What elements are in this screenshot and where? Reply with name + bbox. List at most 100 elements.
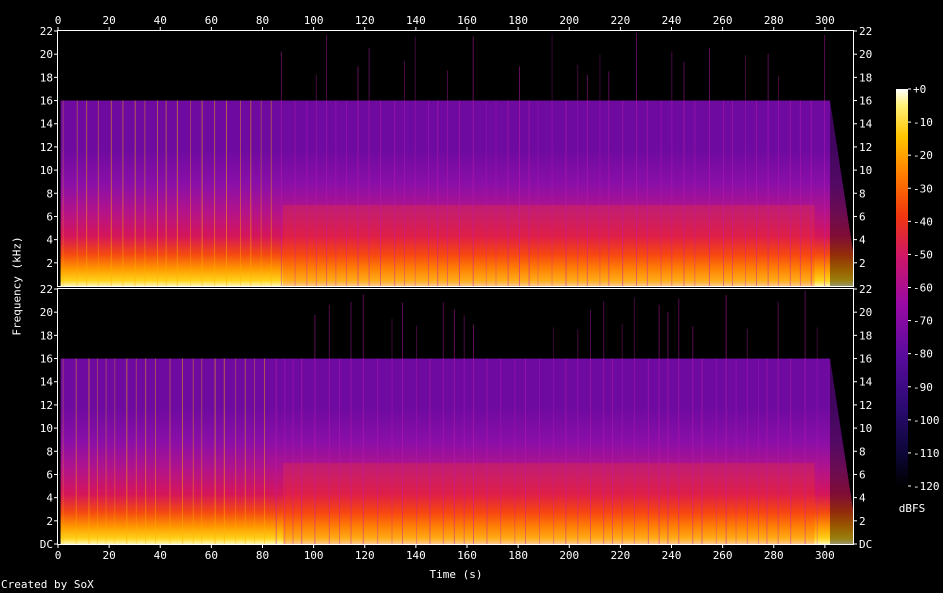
x-tick-label: 120 — [355, 549, 375, 562]
y-tick-label: 10 — [40, 422, 53, 435]
x-tick-label: 60 — [205, 549, 218, 562]
colorbar-tick-label: -60 — [913, 282, 933, 295]
x-tick-label: 180 — [508, 549, 528, 562]
colorbar-tick-label: -70 — [913, 315, 933, 328]
y-tick-label: 22 — [40, 283, 53, 296]
colorbar-tick-label: -80 — [913, 348, 933, 361]
colorbar-tick-label: -90 — [913, 381, 933, 394]
colorbar-tick-label: -110 — [913, 447, 940, 460]
y-tick-label: 18 — [40, 71, 53, 84]
y-tick-label: 6 — [859, 468, 866, 481]
y-tick-label: 10 — [859, 164, 872, 177]
spectrogram-energy-channel-1 — [60, 100, 830, 286]
x-tick-label: 280 — [764, 14, 784, 27]
x-tick-label: 220 — [610, 14, 630, 27]
x-tick-label: 40 — [154, 14, 167, 27]
y-tick-label: 14 — [40, 118, 54, 131]
x-tick-label: 180 — [508, 14, 528, 27]
colorbar-tick-label: -100 — [913, 414, 940, 427]
spectrogram-midband-highlight — [282, 204, 815, 286]
colorbar-tick-label: -30 — [913, 182, 933, 195]
x-tick-label: 0 — [55, 14, 62, 27]
y-tick-label: 2 — [859, 257, 866, 270]
y-tick-label: 14 — [40, 376, 54, 389]
x-tick-label: 260 — [713, 549, 733, 562]
x-tick-label: 100 — [304, 14, 324, 27]
colorbar — [896, 89, 908, 486]
y-tick-label: 6 — [859, 210, 866, 223]
y-tick-label: 8 — [46, 445, 53, 458]
y-tick-label: 6 — [46, 468, 53, 481]
x-tick-label: 140 — [406, 549, 426, 562]
x-tick-label: 0 — [55, 549, 62, 562]
y-tick-label: 18 — [859, 71, 872, 84]
colorbar-tick-label: -10 — [913, 116, 933, 129]
x-tick-label: 300 — [815, 549, 835, 562]
x-axis-title: Time (s) — [429, 568, 483, 581]
spectrogram-fadeout-tail — [829, 100, 853, 286]
y-tick-label: 18 — [40, 329, 53, 342]
x-tick-label: 100 — [304, 549, 324, 562]
y-tick-label: 4 — [46, 492, 53, 505]
x-tick-label: 40 — [154, 549, 167, 562]
y-tick-label: DC — [40, 538, 53, 551]
plot-frame-channel-1 — [57, 30, 854, 287]
spectrogram-midband-highlight — [282, 462, 815, 544]
x-tick-label: 220 — [610, 549, 630, 562]
colorbar-tick-label: -120 — [913, 480, 940, 493]
y-tick-label: 8 — [859, 187, 866, 200]
y-tick-label: 12 — [859, 399, 872, 412]
y-tick-label: 14 — [859, 118, 873, 131]
x-tick-label: 160 — [457, 14, 477, 27]
x-tick-label: 80 — [256, 549, 269, 562]
x-tick-label: 160 — [457, 549, 477, 562]
x-tick-label: 200 — [559, 549, 579, 562]
y-tick-label: DC — [859, 538, 872, 551]
y-tick-label: 10 — [40, 164, 53, 177]
colorbar-tick-label: -20 — [913, 149, 933, 162]
plot-frame-channel-2 — [57, 288, 854, 545]
y-tick-label: 18 — [859, 329, 872, 342]
y-tick-label: 2 — [859, 515, 866, 528]
colorbar-tick-label: -40 — [913, 215, 933, 228]
x-tick-label: 240 — [662, 14, 682, 27]
colorbar-label: dBFS — [898, 502, 926, 515]
y-tick-label: 14 — [859, 376, 873, 389]
x-tick-label: 200 — [559, 14, 579, 27]
y-tick-label: 16 — [40, 353, 53, 366]
y-tick-label: 20 — [40, 306, 53, 319]
y-tick-label: 10 — [859, 422, 872, 435]
y-tick-label: 22 — [859, 283, 872, 296]
y-tick-label: 2 — [46, 257, 53, 270]
y-tick-label: 22 — [40, 25, 53, 38]
x-tick-label: 280 — [764, 549, 784, 562]
x-tick-label: 140 — [406, 14, 426, 27]
y-tick-label: 8 — [859, 445, 866, 458]
y-tick-label: 16 — [859, 95, 872, 108]
y-tick-label: 12 — [859, 141, 872, 154]
y-tick-label: 4 — [859, 492, 866, 505]
colorbar-tick-label: -50 — [913, 248, 933, 261]
y-tick-label: 4 — [46, 234, 53, 247]
y-tick-label: 20 — [859, 306, 872, 319]
y-tick-label: 16 — [40, 95, 53, 108]
y-tick-label: 4 — [859, 234, 866, 247]
y-tick-label: 8 — [46, 187, 53, 200]
x-tick-label: 260 — [713, 14, 733, 27]
y-tick-label: 2 — [46, 515, 53, 528]
spectrogram-fadeout-tail — [829, 358, 853, 544]
x-tick-label: 300 — [815, 14, 835, 27]
y-tick-label: 22 — [859, 25, 872, 38]
colorbar-tick-label: +0 — [913, 83, 926, 96]
y-axis-title: Frequency (kHz) — [10, 236, 24, 336]
y-tick-label: 20 — [859, 48, 872, 61]
y-tick-label: 12 — [40, 399, 53, 412]
y-tick-label: 12 — [40, 141, 53, 154]
y-tick-label: 6 — [46, 210, 53, 223]
x-tick-label: 240 — [662, 549, 682, 562]
x-tick-label: 80 — [256, 14, 269, 27]
x-tick-label: 20 — [103, 14, 116, 27]
y-tick-label: 16 — [859, 353, 872, 366]
x-tick-label: 20 — [103, 549, 116, 562]
